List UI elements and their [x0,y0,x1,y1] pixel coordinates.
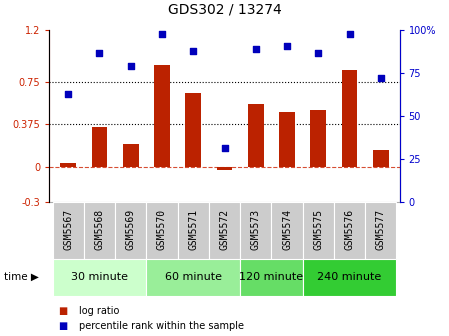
Text: 120 minute: 120 minute [239,272,304,282]
Bar [178,202,209,259]
Point [346,31,353,36]
Point [221,146,228,151]
Point [96,50,103,55]
Text: ■: ■ [58,321,68,331]
Text: percentile rank within the sample: percentile rank within the sample [79,321,243,331]
Text: GSM5570: GSM5570 [157,208,167,250]
Point [127,64,134,69]
Text: 240 minute: 240 minute [317,272,382,282]
Bar [240,202,271,259]
Point [377,76,384,81]
Bar [365,202,396,259]
Bar [303,202,334,259]
Bar [209,202,240,259]
Text: GSM5574: GSM5574 [282,208,292,250]
Bar [334,202,365,259]
Bar [92,127,107,167]
Bar [146,202,178,259]
Text: GSM5571: GSM5571 [188,208,198,250]
Text: 60 minute: 60 minute [165,272,222,282]
Point [189,48,197,53]
Bar [84,202,115,259]
Text: GSM5576: GSM5576 [344,208,355,250]
Bar [217,167,232,170]
Text: GSM5569: GSM5569 [126,208,136,250]
Bar [185,93,201,167]
Bar [248,104,264,167]
Bar [154,65,170,167]
Bar [53,202,84,259]
Bar [240,259,303,296]
Bar [115,202,146,259]
Point [315,50,322,55]
Text: GSM5575: GSM5575 [313,208,323,250]
Bar [342,70,357,167]
Bar [123,144,138,167]
Bar [279,113,295,167]
Text: time ▶: time ▶ [4,272,40,282]
Text: GSM5572: GSM5572 [220,208,229,250]
Text: GSM5573: GSM5573 [251,208,261,250]
Bar [146,259,240,296]
Text: 30 minute: 30 minute [71,272,128,282]
Point [158,31,166,36]
Bar [60,163,76,167]
Text: ■: ■ [58,306,68,316]
Point [283,43,291,48]
Text: GSM5568: GSM5568 [94,208,105,250]
Point [252,46,260,52]
Text: GDS302 / 13274: GDS302 / 13274 [167,3,282,17]
Point [65,91,72,96]
Text: GSM5577: GSM5577 [376,208,386,250]
Bar [303,259,396,296]
Bar [53,259,146,296]
Bar [311,110,326,167]
Bar [373,150,389,167]
Bar [271,202,303,259]
Text: GSM5567: GSM5567 [63,208,73,250]
Text: log ratio: log ratio [79,306,119,316]
